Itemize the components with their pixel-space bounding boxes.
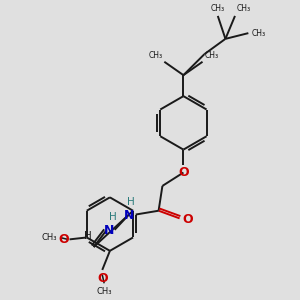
Text: O: O <box>182 213 193 226</box>
Text: CH₃: CH₃ <box>237 4 251 13</box>
Text: O: O <box>97 272 108 285</box>
Text: O: O <box>58 233 69 246</box>
Text: CH₃: CH₃ <box>96 287 112 296</box>
Text: CH₃: CH₃ <box>211 4 225 13</box>
Text: O: O <box>178 166 189 179</box>
Text: CH₃: CH₃ <box>148 51 162 60</box>
Text: CH₃: CH₃ <box>42 233 57 242</box>
Text: N: N <box>124 209 135 222</box>
Text: H: H <box>84 231 92 241</box>
Text: CH₃: CH₃ <box>204 51 219 60</box>
Text: CH₃: CH₃ <box>251 28 265 38</box>
Text: N: N <box>104 224 115 237</box>
Text: H: H <box>109 212 117 222</box>
Text: H: H <box>127 197 135 207</box>
